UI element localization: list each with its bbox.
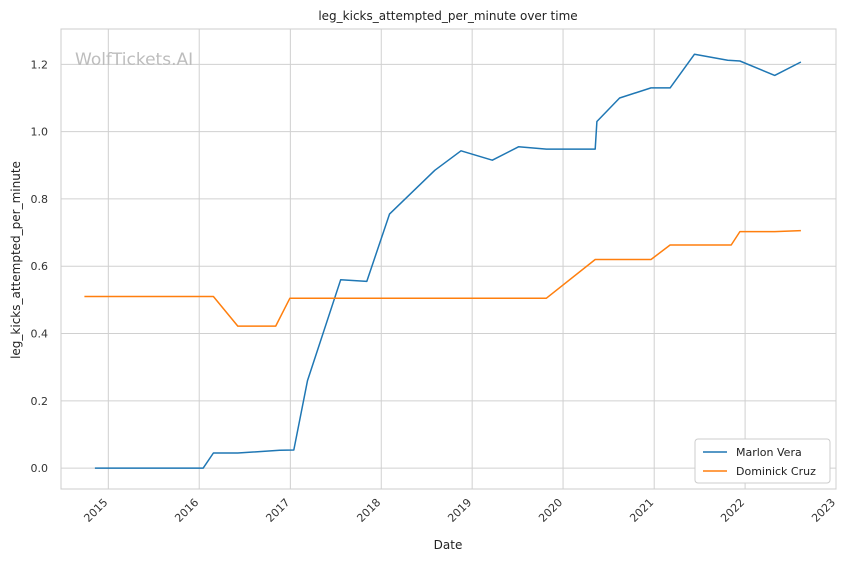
y-tick-label: 0.4 — [31, 328, 49, 341]
x-axis-label: Date — [434, 538, 463, 552]
y-tick-label: 0.8 — [31, 193, 49, 206]
series-line-dominick-cruz — [84, 229, 801, 327]
watermark-text: WolfTickets.AI — [75, 50, 193, 70]
series-lines — [84, 53, 802, 469]
chart-title: leg_kicks_attempted_per_minute over time — [318, 9, 577, 23]
y-tick-label: 1.0 — [31, 126, 49, 139]
y-tick-label: 0.2 — [31, 395, 49, 408]
series-line-marlon-vera — [94, 53, 802, 469]
legend-entry-dominick-cruz: Dominick Cruz — [736, 465, 816, 478]
y-tick-label: 0.6 — [31, 260, 49, 273]
plot-area — [60, 28, 837, 490]
y-tick-label: 0.0 — [31, 462, 49, 475]
legend: Marlon Vera Dominick Cruz — [694, 438, 831, 484]
y-axis-label: leg_kicks_attempted_per_minute — [9, 161, 23, 359]
y-tick-label: 1.2 — [31, 58, 49, 71]
legend-entry-marlon-vera: Marlon Vera — [736, 446, 802, 459]
legend-box — [694, 438, 831, 484]
